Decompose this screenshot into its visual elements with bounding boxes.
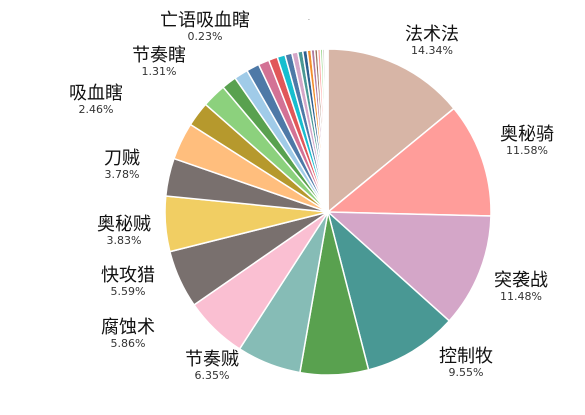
slice-label: 节奏瞎 — [132, 45, 186, 66]
slice-label: 快攻猎 — [101, 265, 155, 286]
slice-percent-label: 11.48% — [500, 290, 542, 303]
slice-label: 腐蚀术 — [101, 317, 155, 338]
pie-slice-unlabeled-31 — [326, 48, 329, 213]
pie-slice-2 — [325, 211, 492, 322]
slice-label: 法术法 — [405, 24, 459, 45]
slice-percent-label: 9.55% — [449, 366, 484, 379]
slice-percent-label: 1.31% — [142, 65, 177, 78]
pie-slice-3 — [326, 209, 451, 371]
slice-percent-label: 2.46% — [79, 103, 114, 116]
slice-percent-label: 11.58% — [506, 144, 548, 157]
slice-label: 亡语吸血瞎 — [160, 10, 250, 31]
slice-label: 控制牧 — [439, 346, 493, 367]
slice-label: 吸血瞎 — [69, 83, 123, 104]
pie-slice-0 — [327, 48, 455, 214]
slice-percent-label: 0.23% — [188, 30, 223, 43]
slice-percent-label: 6.35% — [195, 369, 230, 382]
slice-percent-label: 5.86% — [111, 337, 146, 350]
slice-percent-label: 3.78% — [105, 168, 140, 181]
slice-percent-label: 3.83% — [107, 234, 142, 247]
slice-label: 奥秘骑 — [500, 124, 554, 145]
pie-slice-1 — [325, 107, 492, 217]
slice-label: 奥秘贼 — [97, 214, 151, 235]
slice-label: 突袭战 — [494, 270, 548, 291]
slice-label: 节奏贼 — [185, 349, 239, 370]
pie-slices — [164, 48, 492, 376]
slice-percent-label: 5.59% — [111, 285, 146, 298]
slice-label: 刀贼 — [104, 148, 140, 169]
tiny-mark: · — [308, 17, 310, 24]
slice-percent-label: 14.34% — [411, 44, 453, 57]
